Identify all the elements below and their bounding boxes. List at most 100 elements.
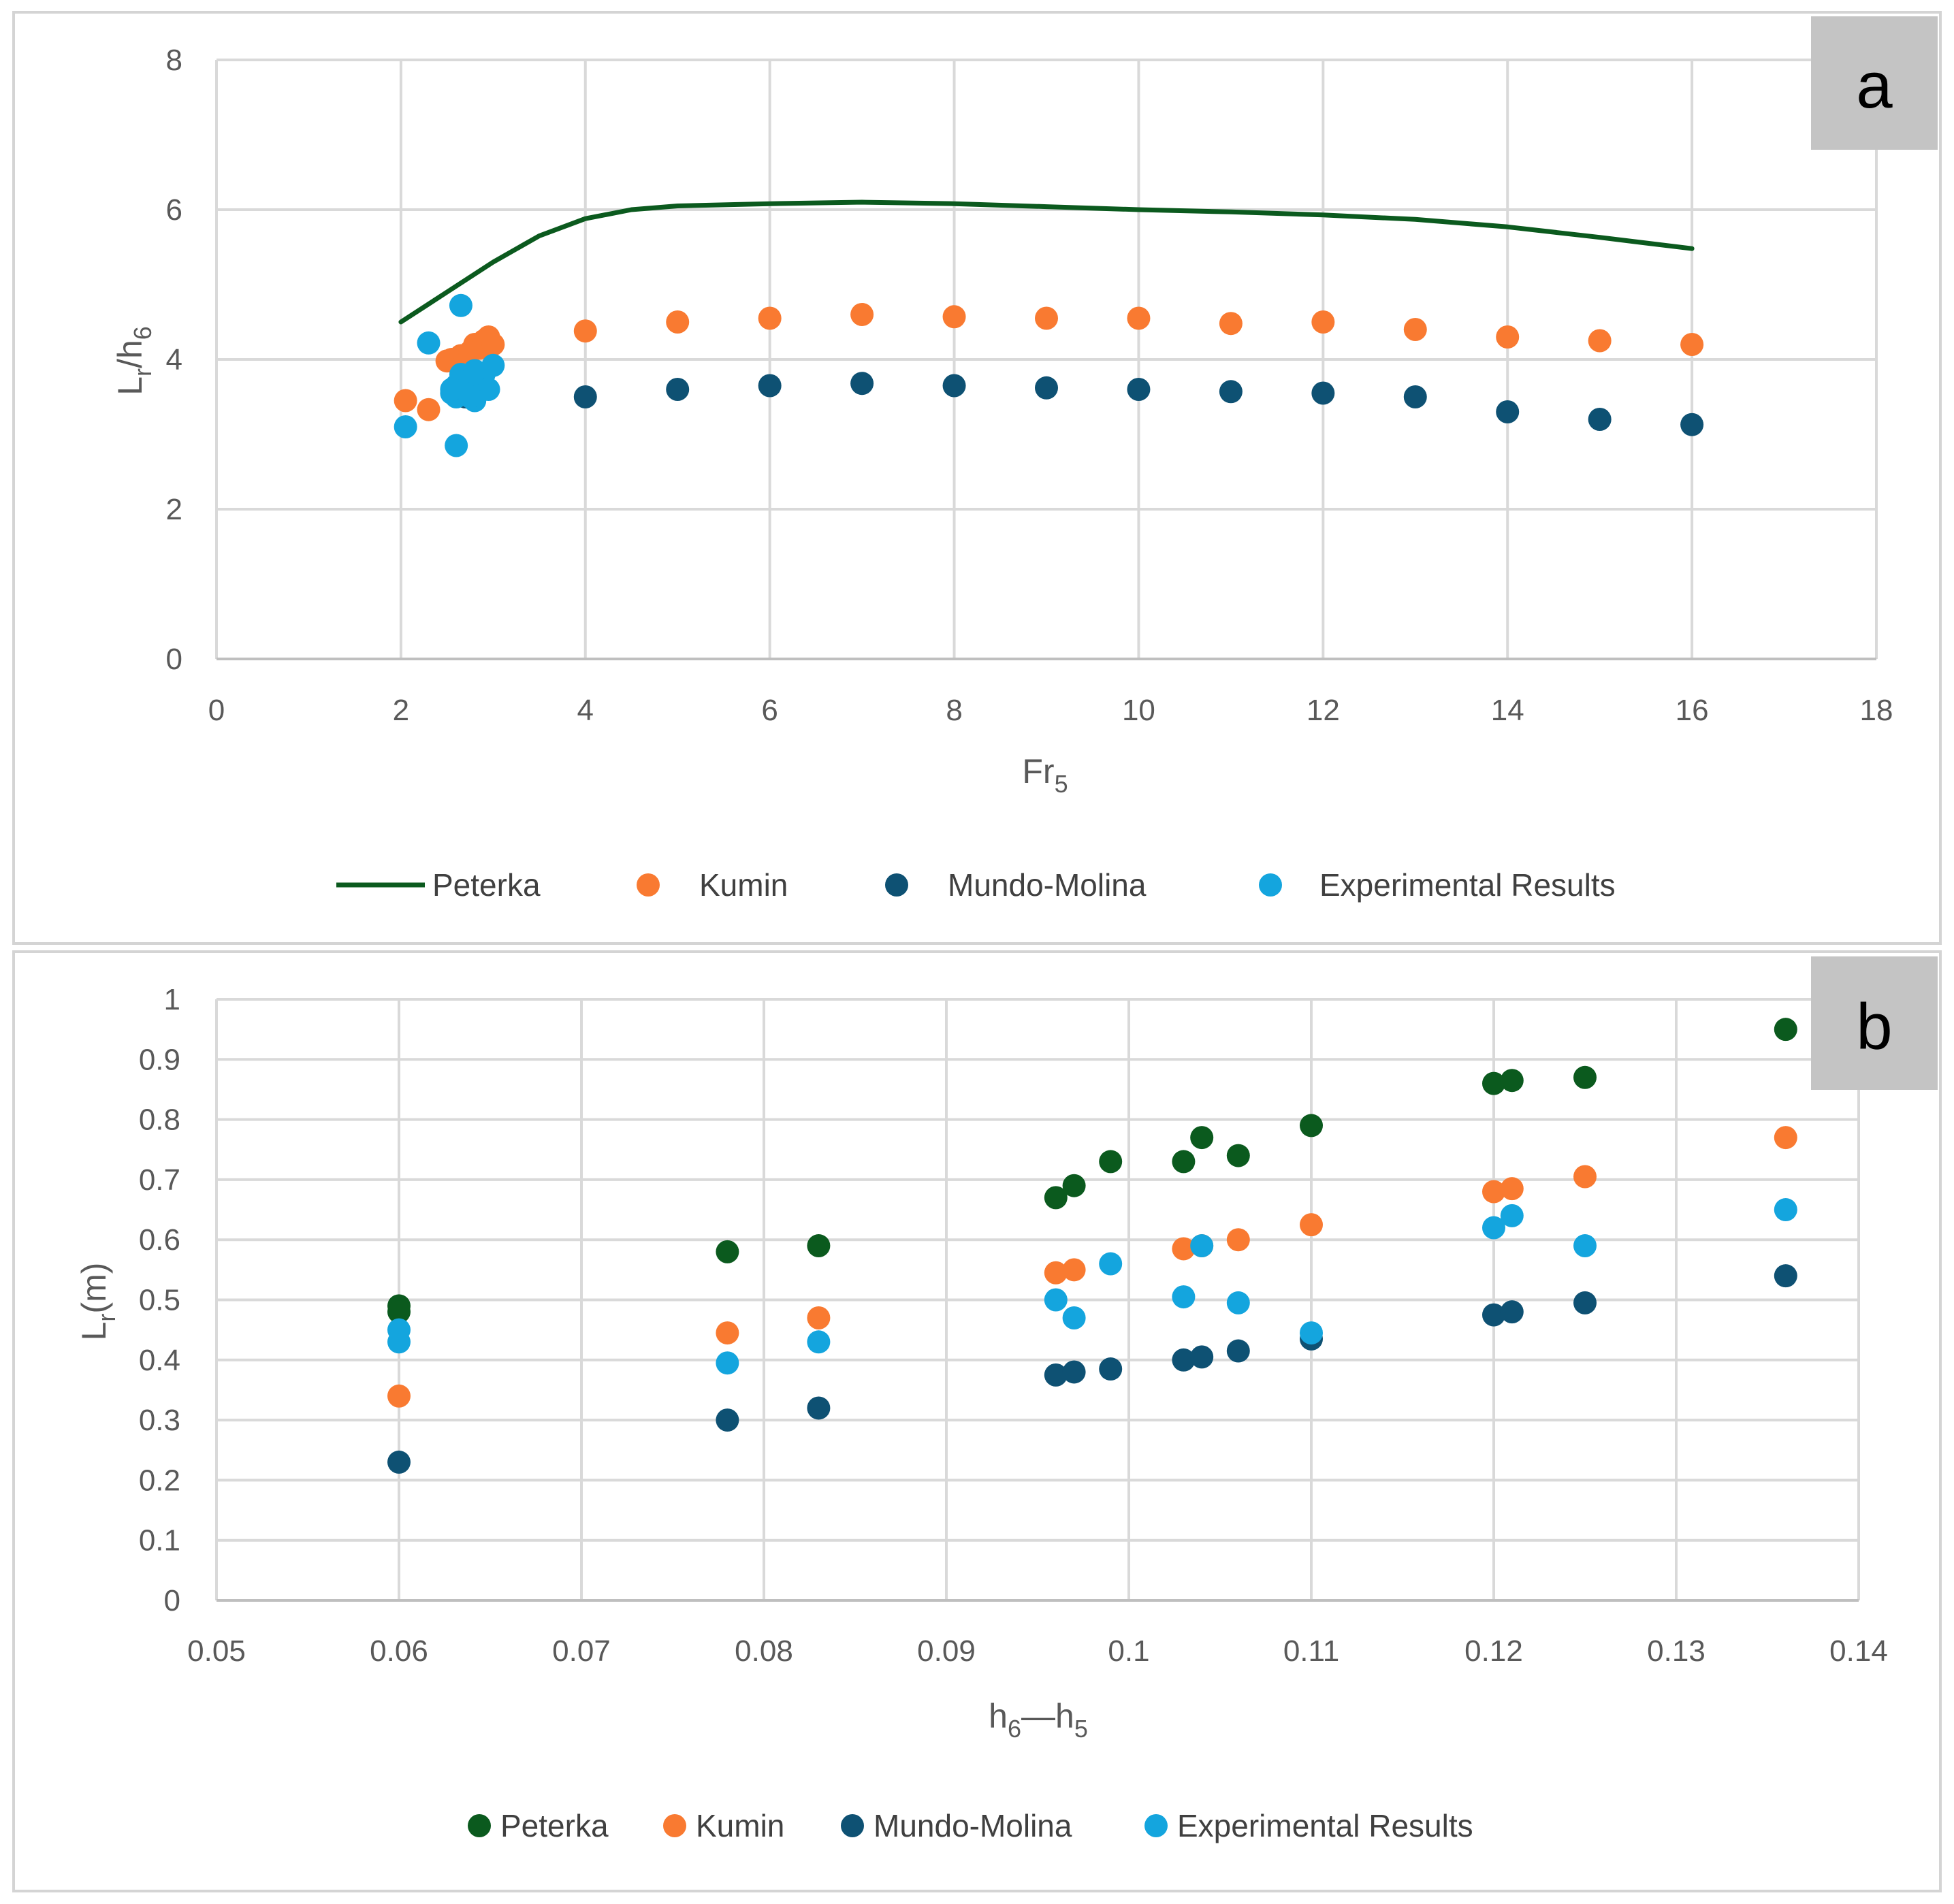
mundo-molina-point xyxy=(1573,1291,1597,1314)
mundo-molina-point xyxy=(1099,1357,1123,1381)
kumin-point xyxy=(1300,1213,1323,1237)
y-tick-label: 0.9 xyxy=(139,1043,180,1076)
x-tick-label: 0.08 xyxy=(735,1634,793,1668)
mundo-molina-point xyxy=(1403,385,1427,408)
mundo-molina-point xyxy=(1035,376,1058,400)
legend-mundo-molina-label: Mundo-Molina xyxy=(948,867,1147,903)
x-tick-label: 0.09 xyxy=(917,1634,976,1668)
experimental-results-point xyxy=(1573,1234,1597,1258)
kumin-point xyxy=(1311,310,1335,334)
experimental-results-point xyxy=(458,385,482,408)
legend-experimental-results-label: Experimental Results xyxy=(1319,867,1616,903)
kumin-point xyxy=(1127,306,1151,330)
experimental-results-point xyxy=(1190,1234,1214,1258)
kumin-point xyxy=(394,389,417,413)
y-tick-label: 8 xyxy=(166,44,182,77)
experimental-results-point xyxy=(481,353,505,377)
mundo-molina-point xyxy=(850,372,874,396)
panel-b-x-axis-title: h6—h5 xyxy=(989,1697,1088,1743)
legend-kumin-label: Kumin xyxy=(699,867,788,903)
x-tick-label: 0.11 xyxy=(1283,1634,1339,1668)
panel-b-label-box xyxy=(1811,956,1938,1090)
x-tick-label: 0.07 xyxy=(552,1634,611,1668)
legend-mundo-molina-label: Mundo-Molina xyxy=(874,1808,1072,1843)
peterka-point xyxy=(1482,1071,1505,1095)
experimental-results-point xyxy=(440,378,464,401)
kumin-point xyxy=(1403,318,1427,341)
kumin-point xyxy=(1482,1180,1505,1204)
kumin-point xyxy=(807,1306,831,1329)
panel-b-label: b xyxy=(1856,990,1892,1063)
legend-kumin-marker xyxy=(663,1814,686,1837)
panel-a-label-box xyxy=(1811,16,1938,150)
kumin-point xyxy=(1044,1261,1068,1285)
experimental-results-point xyxy=(445,434,468,457)
peterka-point xyxy=(1044,1186,1068,1210)
panel-b-y-axis-title: Lr(m) xyxy=(75,1263,121,1341)
kumin-point xyxy=(666,310,690,334)
kumin-point xyxy=(716,1321,739,1345)
kumin-point xyxy=(758,306,782,330)
x-tick-label: 0.12 xyxy=(1464,1634,1523,1668)
peterka-point xyxy=(1172,1150,1196,1174)
peterka-point xyxy=(1774,1018,1797,1042)
y-tick-label: 0 xyxy=(166,643,182,676)
kumin-point xyxy=(1774,1126,1797,1150)
y-tick-label: 0.6 xyxy=(139,1223,180,1257)
peterka-point xyxy=(1573,1065,1597,1089)
legend-kumin-marker xyxy=(637,873,660,897)
kumin-point xyxy=(942,305,966,329)
panel-a-label: a xyxy=(1856,49,1893,122)
legend-experimental-results-marker xyxy=(1144,1814,1168,1837)
y-tick-label: 0.2 xyxy=(139,1464,180,1497)
x-tick-label: 0.05 xyxy=(187,1634,246,1668)
y-tick-label: 1 xyxy=(164,983,180,1016)
mundo-molina-point xyxy=(1062,1360,1086,1384)
mundo-molina-point xyxy=(1774,1264,1797,1288)
x-tick-label: 0.14 xyxy=(1829,1634,1888,1668)
x-tick-label: 18 xyxy=(1860,694,1893,727)
experimental-results-point xyxy=(394,415,417,438)
mundo-molina-point xyxy=(1044,1363,1068,1387)
kumin-point xyxy=(1219,312,1243,336)
kumin-point xyxy=(481,333,505,356)
experimental-results-point xyxy=(1500,1204,1524,1227)
kumin-point xyxy=(1573,1165,1597,1189)
x-tick-label: 0.1 xyxy=(1108,1634,1149,1668)
panel-b-tick-labels: 0.05 0.06 0.07 0.08 0.09 0.1 0.11 0.12 0.13 0.140… xyxy=(139,983,1888,1668)
panel-a-chart: 0 2 4 6 8 10 12 14 16 18 0 2 4 6 8 Fr5 Lr/h6 a Peterka… xyxy=(111,16,1938,903)
experimental-results-point xyxy=(1044,1288,1068,1312)
panel-b-chart: 0.05 0.06 0.07 0.08 0.09 0.1 0.11 0.12 0.13 0.140… xyxy=(75,956,1938,1843)
panel-a-tick-labels: 0 2 4 6 8 10 12 14 16 18 0 2 4 6 8 xyxy=(166,44,1893,727)
mundo-molina-point xyxy=(666,378,690,401)
x-tick-label: 2 xyxy=(393,694,409,727)
legend-mundo-molina-marker xyxy=(885,873,908,897)
panel-b-series xyxy=(387,1018,1797,1474)
legend-mundo-molina-marker xyxy=(841,1814,864,1837)
mundo-molina-point xyxy=(1190,1345,1214,1369)
x-tick-label: 14 xyxy=(1491,694,1524,727)
y-tick-label: 0.4 xyxy=(139,1344,180,1377)
kumin-point xyxy=(1226,1228,1250,1252)
y-tick-label: 0.8 xyxy=(139,1103,180,1137)
mundo-molina-point xyxy=(758,374,782,398)
kumin-point xyxy=(1496,325,1520,349)
experimental-results-point xyxy=(716,1351,739,1375)
mundo-molina-point xyxy=(1500,1300,1524,1324)
experimental-results-point xyxy=(1300,1321,1323,1345)
mundo-molina-point xyxy=(1482,1303,1505,1327)
mundo-molina-point xyxy=(1127,378,1151,401)
y-tick-label: 4 xyxy=(166,343,182,376)
experimental-results-point xyxy=(417,331,441,355)
x-tick-label: 0.13 xyxy=(1647,1634,1705,1668)
mundo-molina-point xyxy=(942,374,966,398)
panel-a-legend: Peterka Kumin Mundo-Molina Experimental Res… xyxy=(336,867,1616,903)
legend-peterka-label: Peterka xyxy=(500,1808,609,1843)
mundo-molina-point xyxy=(1226,1339,1250,1363)
y-tick-label: 0.7 xyxy=(139,1163,180,1197)
peterka-point xyxy=(1300,1114,1323,1137)
peterka-point xyxy=(1226,1144,1250,1167)
experimental-results-point xyxy=(1062,1306,1086,1329)
experimental-results-point xyxy=(1482,1216,1505,1240)
peterka-point xyxy=(807,1234,831,1258)
